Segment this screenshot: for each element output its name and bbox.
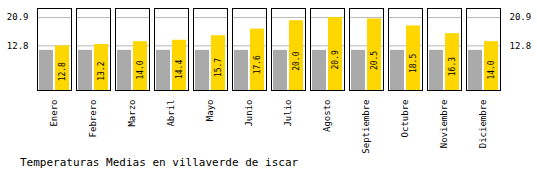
svg-text:18.5: 18.5: [409, 54, 418, 73]
svg-text:Diciembre: Diciembre: [478, 100, 488, 149]
svg-text:12.8: 12.8: [7, 41, 29, 51]
svg-text:Agosto: Agosto: [322, 100, 332, 133]
svg-text:Marzo: Marzo: [127, 100, 137, 127]
svg-text:12.8: 12.8: [510, 41, 532, 51]
svg-text:20.5: 20.5: [370, 51, 379, 70]
svg-text:Julio: Julio: [283, 100, 293, 127]
svg-text:20.9: 20.9: [331, 50, 340, 69]
svg-text:17.6: 17.6: [253, 55, 262, 74]
svg-text:Octubre: Octubre: [400, 100, 410, 138]
svg-text:20.0: 20.0: [292, 51, 301, 70]
html-text:Temperaturas Medias en villave: Temperaturas Medias en villaverde de isc…: [20, 156, 299, 169]
svg-text:Noviembre: Noviembre: [439, 100, 449, 149]
svg-text:13.2: 13.2: [97, 61, 106, 80]
svg-text:Febrero: Febrero: [88, 100, 98, 138]
svg-text:Abril: Abril: [166, 100, 176, 127]
svg-text:Mayo: Mayo: [205, 100, 215, 122]
svg-text:20.9: 20.9: [7, 12, 29, 22]
svg-text:16.3: 16.3: [448, 57, 457, 76]
svg-text:Junio: Junio: [244, 100, 254, 127]
svg-text:14.4: 14.4: [175, 60, 184, 79]
svg-text:15.7: 15.7: [214, 58, 223, 77]
svg-text:14.0: 14.0: [487, 60, 496, 79]
svg-text:Septiembre: Septiembre: [361, 100, 371, 154]
svg-text:20.9: 20.9: [510, 12, 532, 22]
svg-text:14.0: 14.0: [136, 60, 145, 79]
svg-text:Enero: Enero: [49, 100, 59, 127]
svg-text:12.8: 12.8: [58, 62, 67, 81]
